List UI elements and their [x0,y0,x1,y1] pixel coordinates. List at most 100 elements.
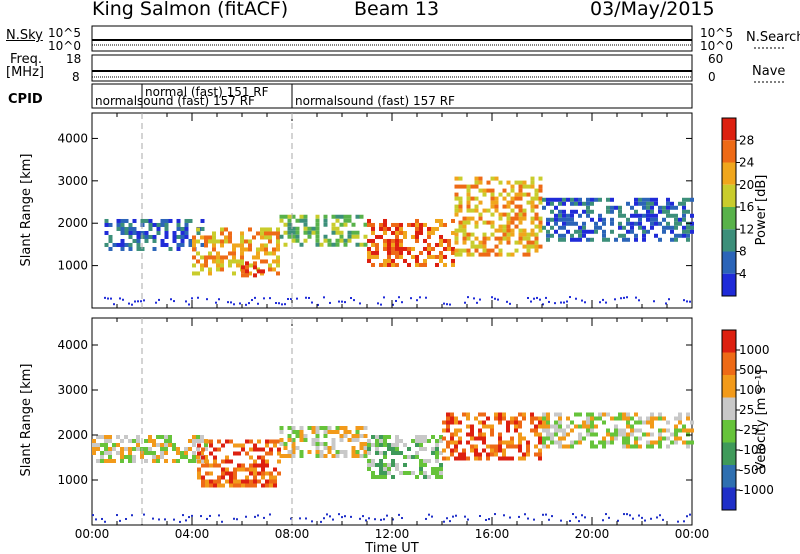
colorbar-swatch [722,251,736,274]
echo-cell [578,424,582,429]
echo-cell [241,483,245,488]
echo-cell [602,217,606,222]
echo-cell [395,254,399,259]
echo-cell [451,262,455,267]
echo-cell [291,230,296,235]
y-tick-label: 4000 [57,338,88,352]
colorbar-tick-label: 16 [739,200,754,214]
echo-cell [216,267,220,272]
echo-cell [494,228,499,233]
echo-cell [245,303,247,306]
echo-cell [474,244,479,249]
echo-cell [510,420,514,425]
echo-cell [590,209,594,214]
echo-cell [682,428,686,433]
echo-cell [180,242,185,247]
echo-cell [662,436,666,441]
echo-cell [454,456,458,461]
echo-cell [287,226,292,231]
echo-cell [253,443,257,448]
echo-cell [411,455,415,459]
echo-cell [92,451,96,455]
echo-cell [217,439,221,444]
echo-cell [666,436,670,441]
echo-cell [566,221,570,226]
echo-cell [264,227,268,232]
echo-cell [650,209,654,214]
echo-cell [326,513,328,516]
echo-cell [446,428,450,433]
colorbar-tick-label: 500 [739,363,762,377]
echo-cell [677,520,679,523]
echo-cell [582,209,586,214]
echo-cell [347,230,352,235]
echo-cell [618,225,622,230]
echo-cell [291,234,296,239]
echo-cell [108,459,112,463]
echo-cell [498,252,503,257]
echo-cell [200,435,204,439]
echo-cell [458,200,463,205]
echo-cell [450,420,454,425]
echo-cell [327,430,332,434]
echo-cell [120,222,125,227]
echo-cell [570,213,574,218]
echo-cell [184,451,188,455]
echo-cell [164,218,169,223]
echo-cell [201,447,205,452]
echo-cell [518,236,523,241]
echo-cell [642,201,646,206]
echo-cell [371,475,375,479]
echo-cell [498,440,502,445]
echo-cell [674,432,678,437]
echo-cell [670,440,674,445]
echo-cell [562,233,566,238]
echo-cell [232,243,236,248]
echo-cell [201,479,205,484]
echo-cell [276,235,280,240]
echo-cell [128,459,132,463]
echo-cell [686,440,690,445]
echo-cell [502,224,507,229]
x-tick-label: 12:00 [375,527,410,541]
echo-cell [272,247,276,252]
echo-cell [602,229,606,234]
echo-cell [291,438,296,442]
echo-cell [670,229,674,234]
freq-axes [91,54,693,82]
echo-cell [670,205,674,210]
echo-cell [486,252,491,257]
echo-cell [494,416,498,421]
echo-cell [570,420,574,425]
echo-cell [395,230,399,235]
echo-cell [291,442,296,446]
echo-cell [570,444,574,449]
echo-cell [454,208,459,213]
echo-cell [192,243,196,248]
echo-cell [482,420,486,425]
echo-cell [518,240,523,245]
echo-cell [233,483,237,488]
echo-cell [550,233,554,238]
echo-cell [454,444,458,449]
echo-cell [264,247,268,252]
echo-cell [323,442,328,446]
echo-cell [233,517,235,520]
echo-cell [220,255,224,260]
echo-cell [658,205,662,210]
echo-cell [506,240,511,245]
echo-cell [291,454,296,458]
echo-cell [590,237,594,242]
echo-cell [674,416,678,421]
echo-cell [379,463,383,467]
echo-cell [526,192,531,197]
echo-cell [530,232,535,237]
echo-cell [287,434,292,438]
echo-cell [152,246,157,251]
echo-cell [474,248,479,253]
echo-cell [391,447,395,451]
echo-cell [464,515,466,518]
echo-cell [558,209,562,214]
echo-cell [132,230,137,235]
echo-cell [502,236,507,241]
